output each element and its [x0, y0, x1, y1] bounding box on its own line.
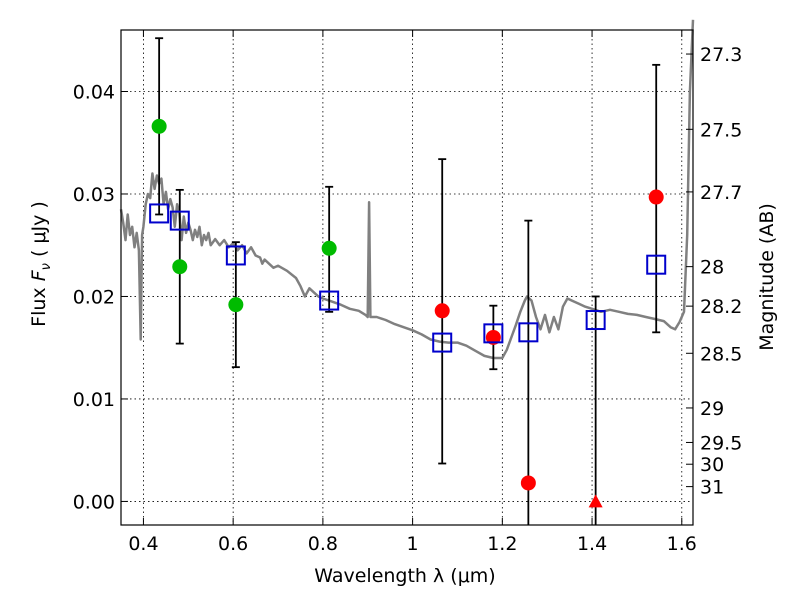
y2-tick-label: 31	[700, 477, 724, 499]
y2-tick-label: 28	[700, 257, 724, 279]
x-tick-label: 0.8	[308, 533, 338, 555]
y2-tick-label: 27.5	[700, 119, 742, 141]
green-data-point	[228, 297, 244, 313]
model-spectrum-line	[119, 19, 695, 360]
model-photometry-square	[149, 203, 170, 224]
plot-series	[119, 19, 695, 525]
grid	[121, 30, 693, 525]
y-tick-label: 0.04	[73, 81, 115, 103]
x-tick-label: 0.4	[128, 533, 158, 555]
x-tick-label: 1.4	[577, 533, 607, 555]
model-photometry-square	[585, 310, 606, 331]
green-data-point	[321, 240, 337, 256]
red-data-point	[648, 189, 664, 205]
red-data-point	[434, 303, 450, 319]
model-photometry-square	[518, 322, 539, 343]
model-photometry-square	[432, 332, 453, 353]
green-data-point	[151, 118, 167, 134]
red-data-point	[520, 475, 536, 491]
model-photometry-square	[646, 254, 667, 275]
y2-tick-label: 27.7	[700, 182, 742, 204]
model-photometry-square	[169, 210, 190, 231]
y-axis-label: Flux Fν ( μJy )	[28, 201, 54, 327]
y2-tick-label: 28.2	[700, 296, 742, 318]
y2-axis-label: Magnitude (AB)	[756, 203, 778, 351]
red-data-point	[485, 329, 501, 345]
plot-frame	[120, 29, 694, 526]
red-upper-limit-triangle	[588, 494, 603, 508]
y2-tick-label: 29.5	[700, 432, 742, 454]
y-tick-label: 0.01	[73, 389, 115, 411]
x-tick-label: 0.6	[218, 533, 248, 555]
x-axis-label: Wavelength λ (μm)	[314, 565, 495, 587]
x-tick-label: 1.6	[667, 533, 697, 555]
axis-ticks: 0.4 0.6 0.8 1 1.2 1.4 1.6 0.00 0.01 0.02 0.03 0.04 2…	[73, 30, 742, 555]
x-tick-label: 1.2	[487, 533, 517, 555]
x-tick-label: 1	[407, 533, 419, 555]
model-photometry-square	[225, 245, 246, 266]
y2-tick-label: 29	[700, 398, 724, 420]
y2-tick-label: 28.5	[700, 343, 742, 365]
y2-tick-label: 30	[700, 454, 724, 476]
model-photometry-square	[483, 323, 504, 344]
y-tick-label: 0.02	[73, 286, 115, 308]
y-tick-label: 0.03	[73, 184, 115, 206]
y2-tick-label: 27.3	[700, 44, 742, 66]
y-tick-label: 0.00	[73, 491, 115, 513]
model-photometry-square	[319, 290, 340, 311]
green-data-point	[172, 259, 188, 275]
